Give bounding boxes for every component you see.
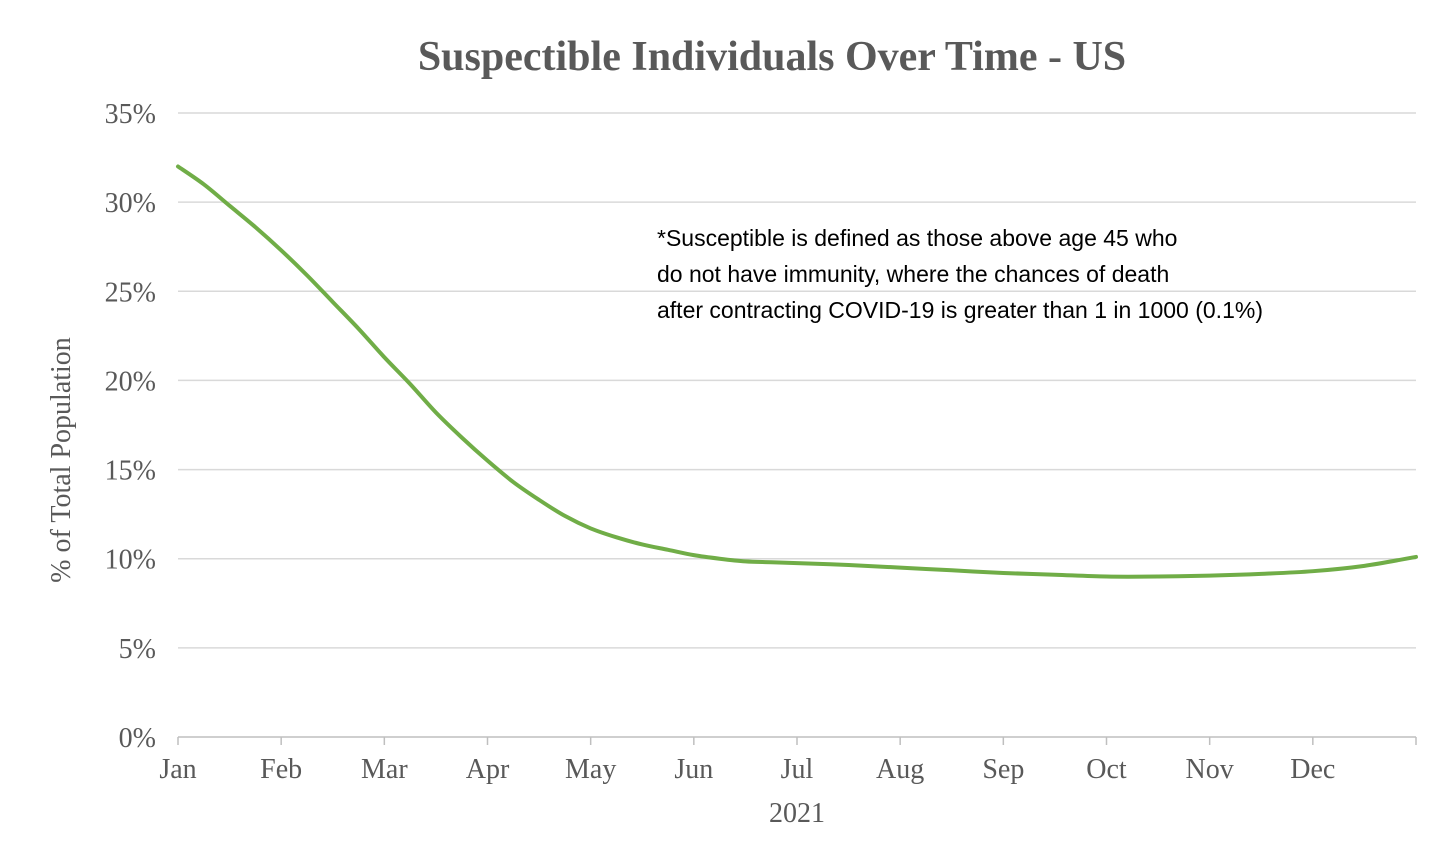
y-axis-label: % of Total Population <box>46 337 77 583</box>
y-tick-label: 10% <box>105 545 156 576</box>
grid-lines <box>178 112 1416 649</box>
x-tick-label: Mar <box>361 754 408 785</box>
x-tick-label: Jan <box>159 754 196 785</box>
chart-title: Suspectible Individuals Over Time - US <box>418 34 1126 80</box>
x-axis <box>177 736 1417 745</box>
annotation-line-1: *Susceptible is defined as those above a… <box>657 225 1177 251</box>
x-tick-label: Jul <box>781 754 814 785</box>
series-line-susceptible <box>176 164 1418 579</box>
x-axis-label: 2021 <box>769 798 825 829</box>
y-tick-label: 35% <box>105 99 156 130</box>
x-tick-label: Feb <box>260 754 302 785</box>
annotation-line-2: do not have immunity, where the chances … <box>657 261 1169 287</box>
y-tick-label: 5% <box>119 634 156 665</box>
x-tick-label: Dec <box>1290 754 1335 785</box>
x-tick-label: Nov <box>1186 754 1234 785</box>
y-tick-label: 25% <box>105 277 156 308</box>
x-axis-tick-labels: Jan Feb Mar Apr May Jun Jul Aug Sep Oct Nov Dec <box>159 754 1335 785</box>
x-tick-label: Sep <box>982 754 1024 785</box>
y-tick-label: 30% <box>105 188 156 219</box>
y-tick-label: 0% <box>119 723 156 754</box>
series-layer <box>176 164 1418 579</box>
x-tick-label: Aug <box>876 754 924 785</box>
annotation-line-3: after contracting COVID-19 is greater th… <box>657 297 1263 323</box>
x-tick-label: May <box>565 754 616 785</box>
y-tick-label: 15% <box>105 456 156 487</box>
x-tick-label: Jun <box>674 754 713 785</box>
x-tick-label: Oct <box>1086 754 1127 785</box>
annotation: *Susceptible is defined as those above a… <box>657 225 1263 323</box>
x-tick-label: Apr <box>466 754 510 785</box>
y-axis-tick-labels: 0% 5% 10% 15% 20% 25% 30% 35% <box>105 99 156 754</box>
y-tick-label: 20% <box>105 366 156 397</box>
